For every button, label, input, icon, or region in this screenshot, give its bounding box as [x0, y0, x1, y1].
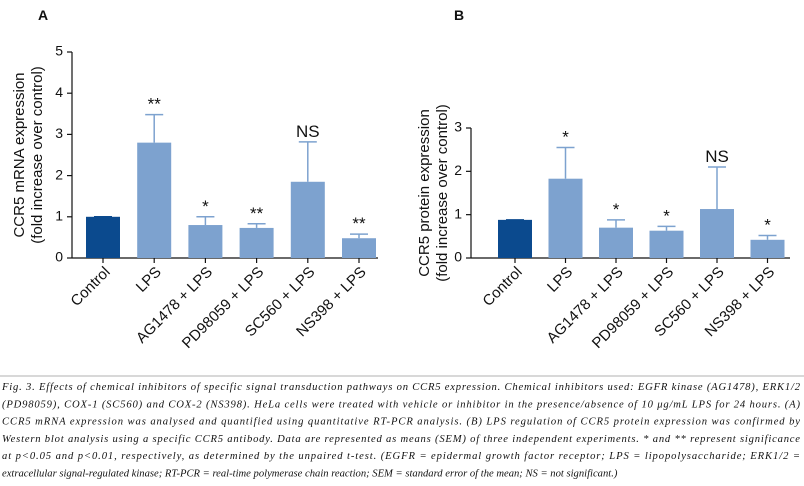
panel-label: B [454, 7, 464, 23]
bar [137, 142, 172, 258]
bar [342, 238, 376, 258]
y-tick-label: 2 [454, 162, 462, 178]
significance-label: * [202, 197, 209, 216]
significance-label: NS [705, 147, 729, 166]
significance-label: ** [352, 214, 366, 233]
bar [649, 230, 684, 258]
significance-label: * [613, 200, 620, 219]
y-axis-label: (fold increase over control) [29, 66, 46, 244]
y-tick-label: 3 [55, 125, 63, 141]
bar [86, 216, 120, 258]
y-tick-label: 1 [55, 208, 63, 224]
y-tick-label: 4 [55, 84, 63, 100]
bar [750, 239, 785, 258]
panel-label: A [38, 7, 48, 23]
bar [700, 209, 734, 258]
caption-line: Fig. 3. Effects of chemical inhibitors o… [1, 382, 801, 393]
significance-label: ** [250, 204, 264, 223]
significance-label: ** [148, 95, 162, 114]
significance-label: * [764, 215, 771, 234]
significance-label: * [663, 206, 670, 225]
y-tick-label: 5 [55, 43, 63, 59]
bar [188, 225, 223, 258]
y-tick-label: 0 [454, 249, 462, 265]
caption-line: extracellular signal-regulated kinase; R… [2, 469, 618, 480]
y-tick-label: 3 [454, 119, 462, 135]
y-tick-label: 1 [454, 205, 462, 221]
bar [599, 227, 633, 258]
significance-label: NS [296, 122, 320, 141]
bar [548, 178, 583, 258]
caption-line: CCR5 mRNA expression was analysed and qu… [2, 417, 800, 428]
bar [498, 219, 532, 258]
y-axis-label: CCR5 protein expression [416, 109, 433, 277]
bar [290, 181, 325, 258]
caption-line: at p<0.05 and p<0.01, respectively, as d… [2, 451, 800, 462]
y-axis-label: (fold increase over control) [434, 104, 451, 282]
y-tick-label: 0 [55, 249, 63, 265]
significance-label: * [562, 128, 569, 147]
bar [239, 227, 274, 258]
caption-line: Western blot analysis using a specific C… [2, 434, 800, 445]
y-tick-label: 2 [55, 166, 63, 182]
caption-line: (PD98059), COX-1 (SC560) and COX-2 (NS39… [2, 399, 800, 410]
y-axis-label: CCR5 mRNA expression [11, 72, 28, 237]
